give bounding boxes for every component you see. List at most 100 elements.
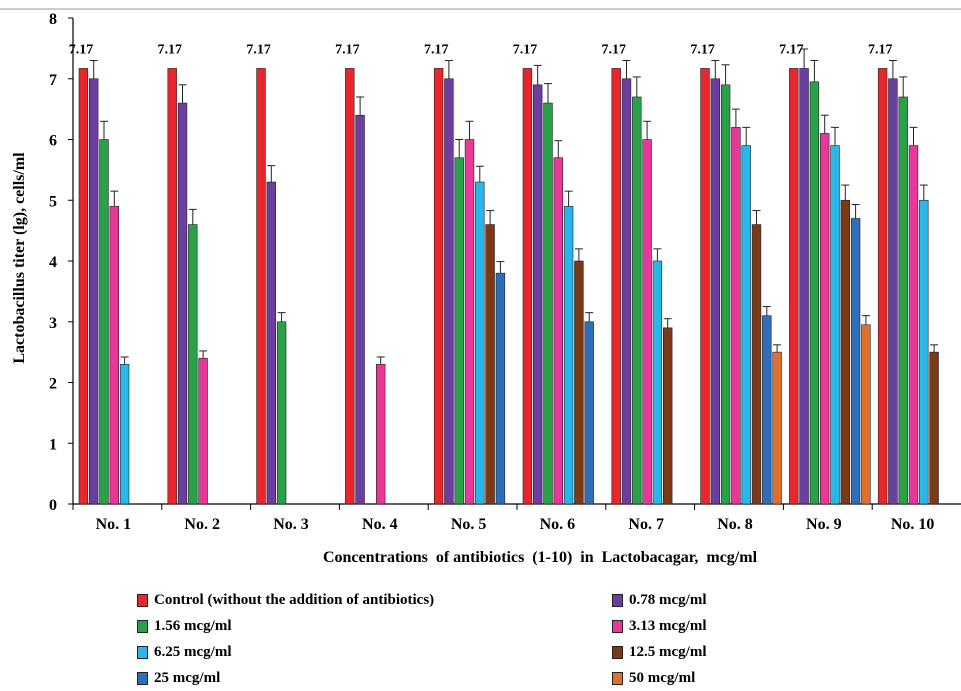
legend-item: 3.13 mcg/ml xyxy=(612,615,706,637)
x-tick-label: No. 7 xyxy=(628,516,664,533)
bar-series-4 xyxy=(919,199,929,505)
bar-series-1 xyxy=(355,114,365,505)
bar-series-2 xyxy=(720,84,731,505)
legend-item: 25 mcg/ml xyxy=(137,667,220,689)
legend-item: 12.5 mcg/ml xyxy=(612,641,706,663)
y-tick-label: 7 xyxy=(49,72,57,89)
bar-series-2 xyxy=(99,139,109,505)
bar-control xyxy=(522,68,533,505)
bar-series-2 xyxy=(632,96,642,505)
legend-swatch xyxy=(612,593,623,607)
legend-swatch xyxy=(612,619,623,633)
y-tick-label: 6 xyxy=(49,133,57,150)
x-tick-label: No. 10 xyxy=(891,516,935,533)
y-tick-label: 1 xyxy=(49,436,57,453)
bar-control xyxy=(433,68,444,505)
bar-series-7 xyxy=(772,351,782,505)
control-data-label: 7.17 xyxy=(602,42,627,57)
legend-swatch xyxy=(137,671,148,685)
bar-series-3 xyxy=(553,157,564,505)
y-axis-title: Lactobacillus titer (lg), cells/ml xyxy=(11,152,28,364)
bar-series-4 xyxy=(830,145,840,505)
legend-item: 50 mcg/ml xyxy=(612,667,695,689)
control-data-label: 7.17 xyxy=(513,42,538,57)
legend-item: Control (without the addition of antibio… xyxy=(137,589,434,611)
legend-label: 3.13 mcg/ml xyxy=(629,617,707,634)
y-tick-label: 0 xyxy=(49,497,57,514)
chart-legend: Control (without the addition of antibio… xyxy=(0,586,961,691)
bar-control xyxy=(78,68,89,505)
y-tick-label: 8 xyxy=(49,11,57,28)
legend-swatch xyxy=(612,645,623,659)
legend-label: 12.5 mcg/ml xyxy=(629,643,707,660)
bar-series-1 xyxy=(444,78,454,505)
legend-swatch xyxy=(137,619,148,633)
control-data-label: 7.17 xyxy=(690,42,715,57)
bar-control xyxy=(877,68,888,505)
bar-series-2 xyxy=(898,96,908,505)
bar-series-2 xyxy=(276,321,287,505)
bar-series-4 xyxy=(119,363,130,505)
bar-series-3 xyxy=(198,357,208,505)
bar-series-3 xyxy=(819,133,830,505)
legend-item: 0.78 mcg/ml xyxy=(612,589,706,611)
y-tick-label: 5 xyxy=(49,193,57,210)
bar-series-2 xyxy=(809,81,820,505)
bar-series-4 xyxy=(652,260,663,505)
x-axis-title: Concentrations of antibiotics (1-10) in … xyxy=(323,549,758,566)
legend-label: 0.78 mcg/ml xyxy=(629,591,707,608)
bar-series-5 xyxy=(574,260,584,505)
legend-label: 1.56 mcg/ml xyxy=(154,617,232,634)
bar-series-3 xyxy=(642,139,652,505)
bar-series-3 xyxy=(375,363,386,505)
x-tick-label: No. 4 xyxy=(362,516,398,533)
bar-series-6 xyxy=(850,218,861,505)
bar-series-2 xyxy=(454,157,464,505)
bar-series-1 xyxy=(710,78,721,505)
bar-control xyxy=(611,68,621,505)
bar-series-5 xyxy=(929,351,939,505)
bar-series-7 xyxy=(861,324,871,505)
y-tick-label: 2 xyxy=(49,376,57,393)
bar-series-3 xyxy=(109,206,120,505)
bar-series-4 xyxy=(475,181,485,505)
bar-series-2 xyxy=(188,224,198,505)
bar-series-1 xyxy=(89,78,99,505)
bar-series-1 xyxy=(532,84,543,505)
bar-series-6 xyxy=(495,272,506,505)
legend-label: Control (without the addition of antibio… xyxy=(154,591,435,608)
legend-swatch xyxy=(137,593,148,607)
bar-series-1 xyxy=(266,181,276,505)
legend-swatch xyxy=(612,671,623,685)
legend-label: 25 mcg/ml xyxy=(154,669,221,686)
x-tick-label: No. 1 xyxy=(96,516,132,533)
x-tick-label: No. 3 xyxy=(273,516,309,533)
bar-series-1 xyxy=(621,78,632,505)
control-data-label: 7.17 xyxy=(158,42,183,57)
bar-control xyxy=(167,68,177,505)
y-tick-label: 3 xyxy=(49,315,57,332)
bar-control xyxy=(256,68,266,505)
control-data-label: 7.17 xyxy=(69,42,94,57)
control-data-label: 7.17 xyxy=(335,42,360,57)
bar-series-5 xyxy=(485,224,495,505)
bar-series-3 xyxy=(908,145,919,505)
bar-series-3 xyxy=(464,139,475,505)
legend-swatch xyxy=(137,645,148,659)
x-tick-label: No. 6 xyxy=(540,516,576,533)
bar-series-6 xyxy=(762,315,772,505)
bar-series-1 xyxy=(177,102,188,505)
bar-series-5 xyxy=(662,327,673,505)
control-data-label: 7.17 xyxy=(868,42,893,57)
y-tick-label: 4 xyxy=(49,254,57,271)
bar-series-6 xyxy=(584,321,594,505)
legend-item: 6.25 mcg/ml xyxy=(137,641,231,663)
control-data-label: 7.17 xyxy=(779,42,804,57)
bar-series-1 xyxy=(888,78,898,505)
bar-series-3 xyxy=(731,127,741,505)
legend-label: 6.25 mcg/ml xyxy=(154,643,232,660)
bar-series-4 xyxy=(563,206,574,505)
x-tick-label: No. 9 xyxy=(806,516,842,533)
bar-series-5 xyxy=(751,224,762,505)
bar-control xyxy=(700,68,710,505)
